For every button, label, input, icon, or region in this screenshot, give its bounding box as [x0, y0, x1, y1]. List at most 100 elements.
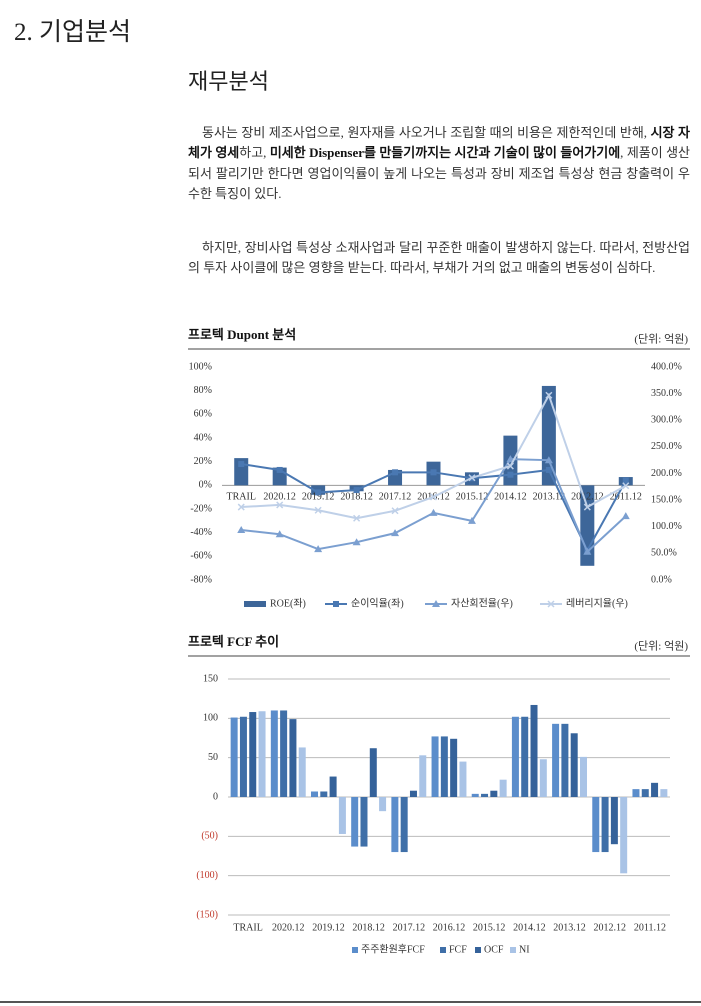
y-tick-label: 80% — [194, 385, 212, 396]
legend-label: 주주환원후FCF — [361, 943, 425, 955]
x-tick-label: 2019.12 — [302, 492, 335, 503]
text-run: 하고, — [239, 145, 270, 161]
bar — [379, 797, 387, 812]
bar — [320, 791, 328, 797]
bar — [610, 797, 618, 845]
bar — [511, 716, 519, 797]
y2-tick-label: 50.0% — [651, 548, 677, 559]
y-tick-label: 150 — [203, 673, 218, 684]
y-tick-label: -40% — [190, 527, 212, 538]
bar — [561, 723, 569, 797]
marker — [391, 507, 399, 515]
bar — [289, 719, 297, 797]
bar — [481, 793, 489, 797]
bar — [239, 716, 247, 797]
bar — [530, 704, 538, 797]
legend-swatch — [475, 947, 481, 953]
bar — [450, 738, 458, 797]
x-tick-label: 2017.12 — [393, 922, 426, 933]
bar — [298, 747, 306, 797]
paragraph: 동사는 장비 제조사업으로, 원자재를 사오거나 조립할 때의 비용은 제한적인… — [188, 123, 690, 204]
y-tick-label: -80% — [190, 574, 212, 585]
bar — [270, 710, 278, 797]
marker — [544, 456, 553, 464]
y-tick-label: (50) — [201, 831, 218, 842]
x-tick-label: 2015.12 — [456, 492, 489, 503]
x-tick-label: 2013.12 — [533, 492, 566, 503]
bar — [258, 711, 266, 797]
y-tick-label: 40% — [194, 432, 212, 443]
text-run: 시장 자체가 영세 — [188, 125, 691, 161]
x-tick-label: 2020.12 — [272, 922, 305, 933]
bar — [338, 797, 346, 834]
legend-label: 순이익율(좌) — [351, 597, 404, 609]
bar — [230, 717, 238, 797]
y-tick-label: 0 — [213, 791, 218, 802]
marker — [238, 461, 245, 468]
x-tick-label: 2015.12 — [473, 922, 506, 933]
y-tick-label: 60% — [194, 409, 212, 420]
y-tick-label: 0% — [199, 480, 212, 491]
bar — [400, 797, 408, 853]
marker — [545, 391, 553, 399]
marker — [333, 601, 339, 607]
legend-swatch — [510, 947, 516, 953]
bar — [601, 797, 609, 853]
legend-label: FCF — [449, 944, 467, 955]
marker — [467, 516, 476, 524]
chart-title: 프로텍 Dupont 분석 — [188, 327, 296, 342]
marker — [430, 469, 437, 476]
marker — [547, 600, 555, 608]
legend-label: 자산회전율(우) — [451, 597, 513, 609]
legend-label: OCF — [484, 944, 504, 955]
marker — [506, 462, 514, 470]
marker — [621, 512, 630, 520]
x-tick-label: 2012.12 — [593, 922, 626, 933]
y-tick-label: 20% — [194, 456, 212, 467]
x-tick-label: 2017.12 — [379, 492, 412, 503]
y2-tick-label: 200.0% — [651, 468, 682, 479]
bar — [471, 793, 479, 797]
text-run: 미세한 Dispenser를 만들기까지는 시간과 기술이 많이 들어가기에 — [269, 145, 621, 161]
x-tick-label: 2014.12 — [494, 492, 527, 503]
x-tick-label: 2014.12 — [513, 922, 546, 933]
marker — [429, 508, 438, 516]
marker — [622, 477, 629, 484]
x-tick-label: 2018.12 — [340, 492, 373, 503]
marker — [545, 466, 552, 473]
bar — [579, 756, 587, 797]
chart-unit: (단위: 억원) — [634, 333, 688, 346]
bar — [440, 736, 448, 797]
bar — [632, 789, 640, 797]
legend-label: ROE(좌) — [270, 597, 306, 609]
chart-title: 프로텍 FCF 추이 — [188, 634, 279, 649]
paragraph: 하지만, 장비사업 특성상 소재사업과 달리 꾸준한 매출이 발생하지 않는다.… — [188, 238, 690, 279]
marker — [275, 530, 284, 538]
y2-tick-label: 300.0% — [651, 415, 682, 426]
bar — [570, 733, 578, 797]
x-tick-label: 2020.12 — [263, 492, 296, 503]
y-tick-label: -20% — [190, 503, 212, 514]
bar — [360, 797, 368, 847]
bar — [490, 790, 498, 797]
legend-swatch — [244, 601, 266, 607]
marker — [315, 489, 322, 496]
legend-label: NI — [519, 944, 530, 955]
y-tick-label: 50 — [208, 752, 218, 763]
bar — [369, 748, 377, 797]
marker — [583, 503, 591, 511]
marker — [391, 529, 400, 537]
marker — [507, 471, 514, 478]
marker — [432, 600, 440, 607]
bar — [552, 723, 560, 797]
x-tick-label: 2012.12 — [571, 492, 604, 503]
legend-swatch — [352, 947, 358, 953]
y2-tick-label: 350.0% — [651, 388, 682, 399]
y2-tick-label: 400.0% — [651, 361, 682, 372]
bar — [419, 755, 427, 797]
marker — [276, 501, 284, 509]
marker — [622, 482, 630, 490]
bar — [329, 776, 337, 797]
marker — [353, 514, 361, 522]
